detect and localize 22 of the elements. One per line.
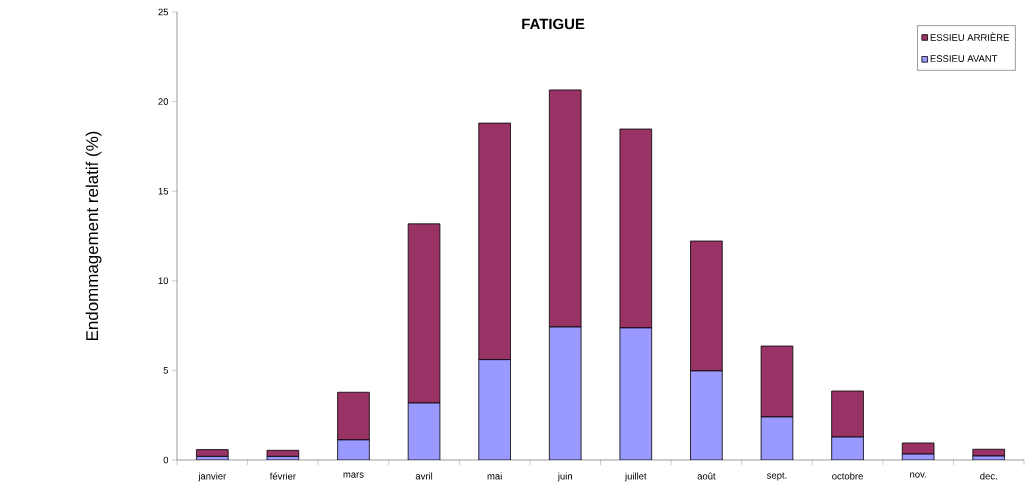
- y-tick-label: 0: [163, 456, 169, 464]
- x-tick-label: juin: [557, 472, 572, 482]
- x-tick-label: août: [697, 472, 716, 480]
- x-tick-label: dec.: [980, 472, 997, 480]
- y-tick-label: 25: [158, 8, 169, 16]
- legend-label: ESSIEU ARRIÈRE: [930, 32, 1009, 41]
- x-tick-label: octobre: [832, 472, 863, 480]
- x-tick-label: février: [269, 472, 296, 480]
- y-tick-label: 20: [158, 98, 169, 105]
- y-tick-label: 15: [158, 187, 169, 195]
- x-tick-label: avril: [415, 472, 433, 480]
- y-tick-label: 10: [158, 277, 169, 285]
- legend-label: ESSIEU AVANT: [930, 55, 998, 62]
- x-tick-label: mars: [343, 472, 364, 478]
- x-tick-label: nov.: [910, 472, 926, 478]
- y-tick-label: 5: [163, 367, 169, 374]
- y-axis-title: Endommagement relatif (%): [85, 131, 102, 341]
- x-tick-label: mai: [487, 472, 502, 480]
- chart-title: FATIGUE: [522, 18, 585, 30]
- x-tick-label: juillet: [624, 472, 647, 482]
- x-tick-label: sept.: [766, 472, 787, 481]
- x-tick-label: janvier: [198, 472, 227, 482]
